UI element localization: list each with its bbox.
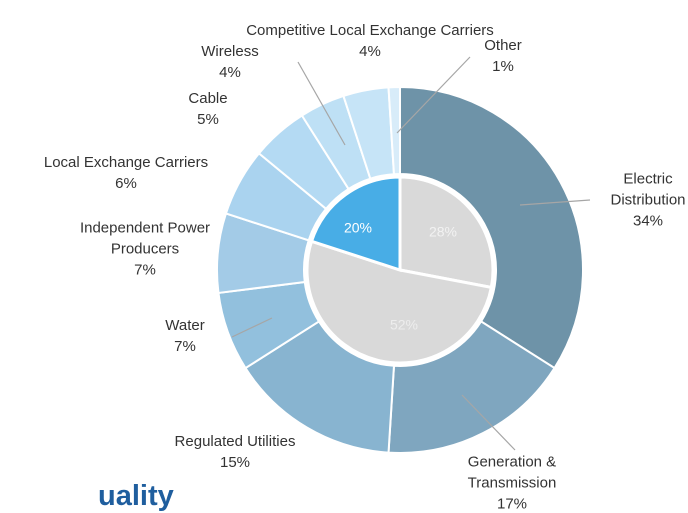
value-label: 7% (134, 261, 156, 279)
leader-line (396, 56, 471, 134)
outer-segment (399, 85, 584, 370)
inner-value-label: 52% (389, 316, 419, 333)
segment-label: Competitive Local Exchange Carriers 4% (245, 20, 495, 62)
segment-label: Regulated Utilities 15% (130, 431, 340, 473)
inner-segment (305, 239, 494, 365)
leader-line (231, 317, 273, 338)
value-label: 15% (219, 454, 251, 471)
segment-label: Local Exchange Carriers 6% (11, 152, 241, 194)
value-label: 5% (197, 111, 219, 128)
value-label: 7% (174, 338, 196, 355)
value-label: 4% (359, 43, 381, 60)
category-name: Wireless (201, 43, 259, 60)
inner-value-label: 20% (343, 219, 373, 236)
segment-label: Wireless 4% (190, 41, 270, 83)
segment-label: Other 1% (473, 35, 533, 77)
outer-segment (387, 85, 401, 176)
inner-segment (309, 175, 402, 273)
category-name: Electric Distribution (610, 170, 686, 209)
leader-line (297, 61, 346, 146)
segment-label: Generation & Transmission 17% (455, 452, 570, 513)
category-name: Other (484, 37, 522, 54)
category-name: Generation & Transmission (467, 453, 557, 492)
category-name: Independent Power Producers (79, 219, 211, 258)
category-name: Cable (188, 90, 228, 107)
value-label: 6% (115, 175, 137, 192)
category-name: Competitive Local Exchange Carriers (246, 22, 494, 39)
footer-heading: uality (98, 480, 174, 512)
value-label: 17% (496, 495, 528, 513)
segment-label: Electric Distribution 34% (598, 169, 688, 232)
category-name: Local Exchange Carriers (43, 154, 209, 171)
outer-segment (387, 320, 556, 454)
leader-line (461, 394, 516, 451)
segment-label: Water 7% (145, 315, 225, 357)
value-label: 1% (492, 58, 514, 75)
value-label: 34% (632, 212, 664, 230)
segment-label: Independent Power Producers 7% (65, 218, 225, 281)
inner-segment (398, 175, 495, 290)
category-name: Water (165, 317, 205, 334)
category-name: Regulated Utilities (174, 433, 296, 450)
value-label: 4% (219, 64, 241, 81)
segment-label: Cable 5% (168, 88, 248, 130)
leader-line (519, 199, 591, 206)
inner-value-label: 28% (428, 223, 458, 240)
